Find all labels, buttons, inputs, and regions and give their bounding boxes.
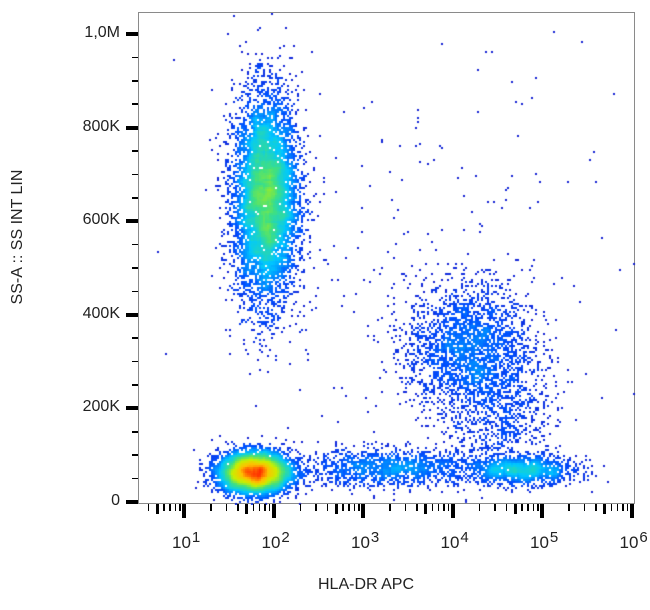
y-minor-tick [132,384,138,386]
y-major-tick [126,312,138,317]
x-tick-label: 103 [351,529,380,552]
x-axis-label: HLA-DR APC [318,576,415,593]
x-tick [358,504,360,511]
y-tick-label: 0 [111,492,120,509]
y-tick-label: 1,0M [84,24,120,41]
y-minor-tick [132,197,138,199]
x-tick [478,504,481,511]
x-tick [264,504,266,511]
x-tick [610,504,613,511]
x-tick [431,504,434,511]
x-tick [450,504,455,518]
x-tick [147,504,150,511]
x-tick [532,504,535,511]
y-minor-tick [132,290,138,293]
x-tick [603,504,607,514]
x-tick [622,504,624,511]
y-minor-tick [132,150,138,152]
x-tick [271,504,276,518]
x-tick [342,504,344,511]
x-tick [334,504,338,514]
plot-area [138,12,636,505]
x-tick [353,504,356,511]
x-tick [326,504,329,511]
y-tick-label: 600K [82,211,120,229]
x-tick [268,504,271,511]
x-tick [583,504,586,511]
x-tick [447,504,450,511]
y-tick-label: 400K [82,304,120,322]
x-tick-label: 106 [619,529,648,552]
x-tick [348,504,350,511]
x-tick [527,504,529,511]
x-tick [163,504,165,511]
y-minor-tick [132,431,138,433]
x-tick [361,504,365,518]
x-tick [182,504,186,518]
x-tick [494,504,496,511]
x-tick-label: 101 [172,529,201,552]
x-tick [513,504,517,514]
y-major-tick [126,219,138,224]
x-tick [505,504,508,511]
y-minor-tick [132,454,138,456]
x-tick [568,504,570,511]
x-tick [626,504,629,511]
x-tick-label: 104 [440,529,469,552]
x-tick [424,504,428,514]
y-major-tick [126,125,138,130]
y-minor-tick [132,103,138,105]
y-tick-label: 200K [82,398,120,416]
y-minor-tick [132,267,138,269]
y-major-tick [126,406,138,411]
x-tick [245,504,249,514]
y-minor-tick [132,80,138,82]
x-tick [389,504,391,511]
x-tick [443,504,445,511]
x-tick [404,504,407,511]
x-tick-label: 102 [261,529,290,552]
x-tick [299,504,302,511]
x-tick [169,504,171,511]
y-minor-tick [132,337,138,339]
density-scatter [139,13,636,505]
x-tick [416,504,418,511]
x-tick [315,504,317,511]
x-tick [595,504,597,511]
x-tick [179,504,181,511]
y-minor-tick [132,243,138,246]
x-tick [616,504,619,511]
x-tick [210,504,212,511]
y-minor-tick [132,477,138,480]
x-tick [252,504,255,511]
x-tick [237,504,239,511]
y-minor-tick [132,360,138,363]
x-tick [629,504,634,518]
y-tick-label: 800K [82,117,120,135]
y-major-tick [126,32,138,36]
x-tick [258,504,261,511]
x-tick-label: 105 [530,529,559,552]
x-tick [537,504,539,511]
y-minor-tick [132,56,138,59]
x-tick [540,504,544,518]
y-axis-label: SS-A :: SS INT LIN [9,169,26,305]
y-minor-tick [132,173,138,176]
x-tick [437,504,440,511]
x-tick [174,504,177,511]
x-tick [155,504,159,514]
x-tick [225,504,228,511]
x-tick [521,504,523,511]
y-major-tick [126,500,138,504]
